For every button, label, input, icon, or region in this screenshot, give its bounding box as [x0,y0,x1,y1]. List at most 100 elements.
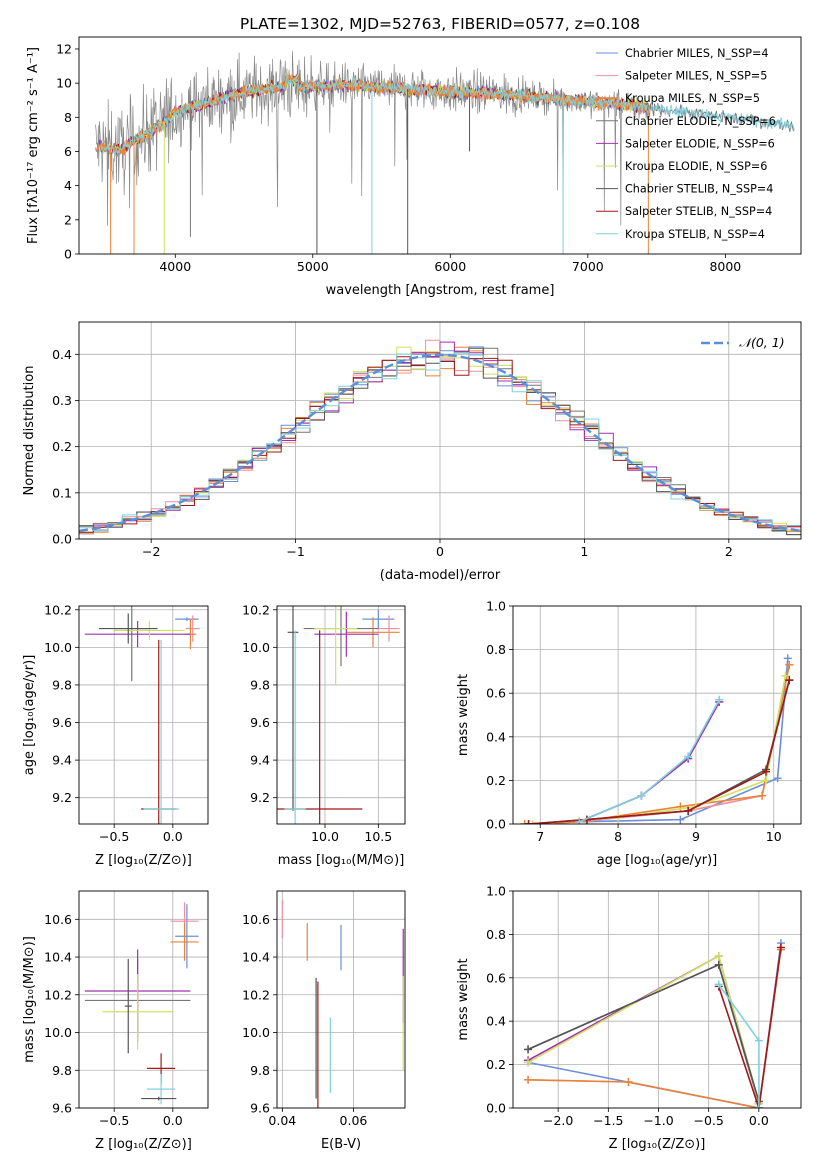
mass_vs_Z-ytick-label: 10.4 [44,950,72,965]
weight_vs_age-marker [528,820,537,824]
weight_vs_age-marker [761,767,770,776]
spectrum-legend-label: Kroupa MILES, N_SSP=5 [625,92,760,105]
mass_vs_EBV-ytick-label: 10.4 [242,950,270,965]
age_vs_Z-plot-area [79,606,208,824]
spectrum-plot-area [95,51,795,254]
mass_vs_Z-panel: −0.5 0.0 9.6 9.8 10.0 10.2 10.4 10.6 Z [log₁₀(Z/… [22,890,209,1152]
spectrum-legend-label: Salpeter MILES, N_SSP=5 [625,70,767,83]
age_vs_Z-xtick-label: 0.0 [163,829,183,844]
spectrum-ytick-label: 4 [64,178,72,193]
spectrum-legend-label: Kroupa ELODIE, N_SSP=6 [625,160,767,173]
residuals-xtick-label: 1 [580,544,588,559]
weight_vs_age-series-line [528,664,791,824]
weight_vs_age-marker [761,776,770,785]
weight_vs_Z-xtick-label: 0.0 [749,1113,769,1128]
spectrum-xtick-label: 8000 [709,259,741,274]
residuals-xtick-label: −2 [142,544,160,559]
residuals-xtick-label: −1 [286,544,304,559]
residuals-ytick-label: 0.2 [52,439,72,454]
spectrum-ytick-label: 8 [64,110,72,125]
weight_vs_Z-series-line [717,947,782,1108]
weight_vs_age-marker [758,791,767,800]
mass_vs_Z-ytick-label: 9.6 [52,1101,72,1116]
age_vs_Z-xtick-label: −0.5 [99,829,129,844]
spectrum-model-line [100,73,795,156]
age_vs_Z-ytick-label: 10.2 [44,602,72,617]
residuals-xtick-label: 0 [436,544,444,559]
weight_vs_age-series-line [528,679,791,824]
spectrum-legend-label: Chabrier MILES, N_SSP=4 [625,47,768,60]
age_vs_Z-frame [78,605,209,825]
weight_vs_age-marker [575,817,584,824]
age_vs_Z-ytick-label: 9.4 [52,753,72,768]
weight_vs_age-marker [781,671,790,680]
age_vs_mass-xtick-label: 10.0 [311,829,339,844]
mass_vs_EBV-xlabel: E(B-V) [321,1137,361,1152]
weight_vs_Z-marker [524,1045,533,1054]
weight_vs_Z-marker [714,952,723,961]
spectrum-frame [78,36,802,255]
age_vs_mass-ytick-label: 10.0 [242,640,270,655]
mass_vs_Z-plot-area [79,891,208,1108]
weight_vs_age-ytick-label: 0.2 [486,773,506,788]
weight_vs_Z-ytick-label: 0.0 [486,1101,506,1116]
weight_vs_Z-ytick-label: 0.4 [486,1014,506,1029]
residuals-panel: −2 −1 0 1 2 0.0 0.1 0.2 0.3 0.4 (data-model)/error… [22,321,802,583]
spectrum-legend-label: Salpeter STELIB, N_SSP=4 [625,205,772,218]
age_vs_mass-frame [276,605,406,825]
weight_vs_Z-ylabel: mass weight [456,958,471,1040]
weight_vs_Z-marker [714,960,723,969]
weight_vs_Z-panel: −2.0 −1.5 −1.0 −0.5 0.0 0.0 0.2 0.4 0.6 0.8 1.0 Z [… [456,884,802,1152]
weight_vs_Z-series-line [527,942,782,1108]
weight_vs_Z-marker [754,1104,763,1108]
spectrum-ytick-label: 12 [56,41,72,56]
spectrum-ytick-label: 10 [56,76,72,91]
mass_vs_Z-xtick-label: −0.5 [99,1113,129,1128]
age_vs_Z-ytick-label: 9.6 [52,715,72,730]
weight_vs_age-marker [637,791,646,800]
weight_vs_age-ytick-label: 0.0 [486,817,506,832]
weight_vs_Z-ytick-label: 0.6 [486,970,506,985]
weight_vs_Z-plot-area [513,891,801,1108]
weight_vs_Z-ytick-label: 1.0 [486,884,506,899]
weight_vs_age-ytick-label: 0.8 [486,642,506,657]
mass_vs_EBV-frame [276,890,406,1109]
age_vs_mass-ytick-label: 10.2 [242,602,270,617]
weight_vs_age-marker [773,774,782,783]
age_vs_mass-panel: 10.0 10.5 9.2 9.4 9.6 9.8 10.0 10.2 mass [log₁₀(… [242,602,406,868]
residuals-ytick-label: 0.3 [52,393,72,408]
spectrum-legend-label: Chabrier ELODIE, N_SSP=6 [625,115,776,128]
spectrum-xtick-label: 5000 [297,259,329,274]
plot-layer: 4000 5000 6000 7000 8000024681012wavelength … [22,36,802,1152]
weight_vs_Z-xtick-label: −0.5 [693,1113,723,1128]
weight_vs_age-ytick-label: 0.4 [486,729,506,744]
weight_vs_Z-marker [524,1075,533,1084]
weight_vs_Z-xtick-label: −1.5 [593,1113,623,1128]
age_vs_mass-ytick-label: 9.6 [250,715,270,730]
spectrum-xlabel: wavelength [Angstrom, rest frame] [326,283,555,298]
weight_vs_age-marker [684,806,693,815]
weight_vs_age-xtick-label: 8 [614,829,622,844]
weight_vs_age-ytick-label: 0.6 [486,686,506,701]
mass_vs_EBV-xtick-label: 0.06 [340,1113,368,1128]
weight_vs_age-marker [684,752,693,761]
weight_vs_Z-ytick-label: 0.8 [486,927,506,942]
residuals-ytick-label: 0.0 [52,532,72,547]
weight_vs_age-marker [783,654,792,663]
spectrum-ylabel: Flux [fλ10⁻¹⁷ erg cm⁻² s⁻¹ A⁻¹] [26,47,41,244]
age_vs_mass-ytick-label: 9.2 [250,790,270,805]
mass_vs_Z-xlabel: Z [log₁₀(Z/Z⊙)] [95,1137,192,1152]
age_vs_Z-ytick-label: 9.2 [52,790,72,805]
weight_vs_age-frame [512,605,802,825]
mass_vs_Z-frame [78,890,209,1109]
age_vs_Z-panel: −0.5 0.0 9.2 9.4 9.6 9.8 10.0 10.2 Z [log₁₀(Z/Z⊙… [22,602,209,868]
spectrum-data-line [95,51,652,226]
residuals-ytick-label: 0.1 [52,485,72,500]
mass_vs_Z-ytick-label: 10.6 [44,912,72,927]
weight_vs_Z-marker [714,980,723,989]
residuals-legend-label: 𝒩(0, 1) [739,335,785,350]
weight_vs_age-xtick-label: 10 [766,829,782,844]
mass_vs_Z-ylabel: mass [log₁₀(M/M⊙)] [22,936,37,1063]
weight_vs_Z-xtick-label: −1.0 [643,1113,673,1128]
